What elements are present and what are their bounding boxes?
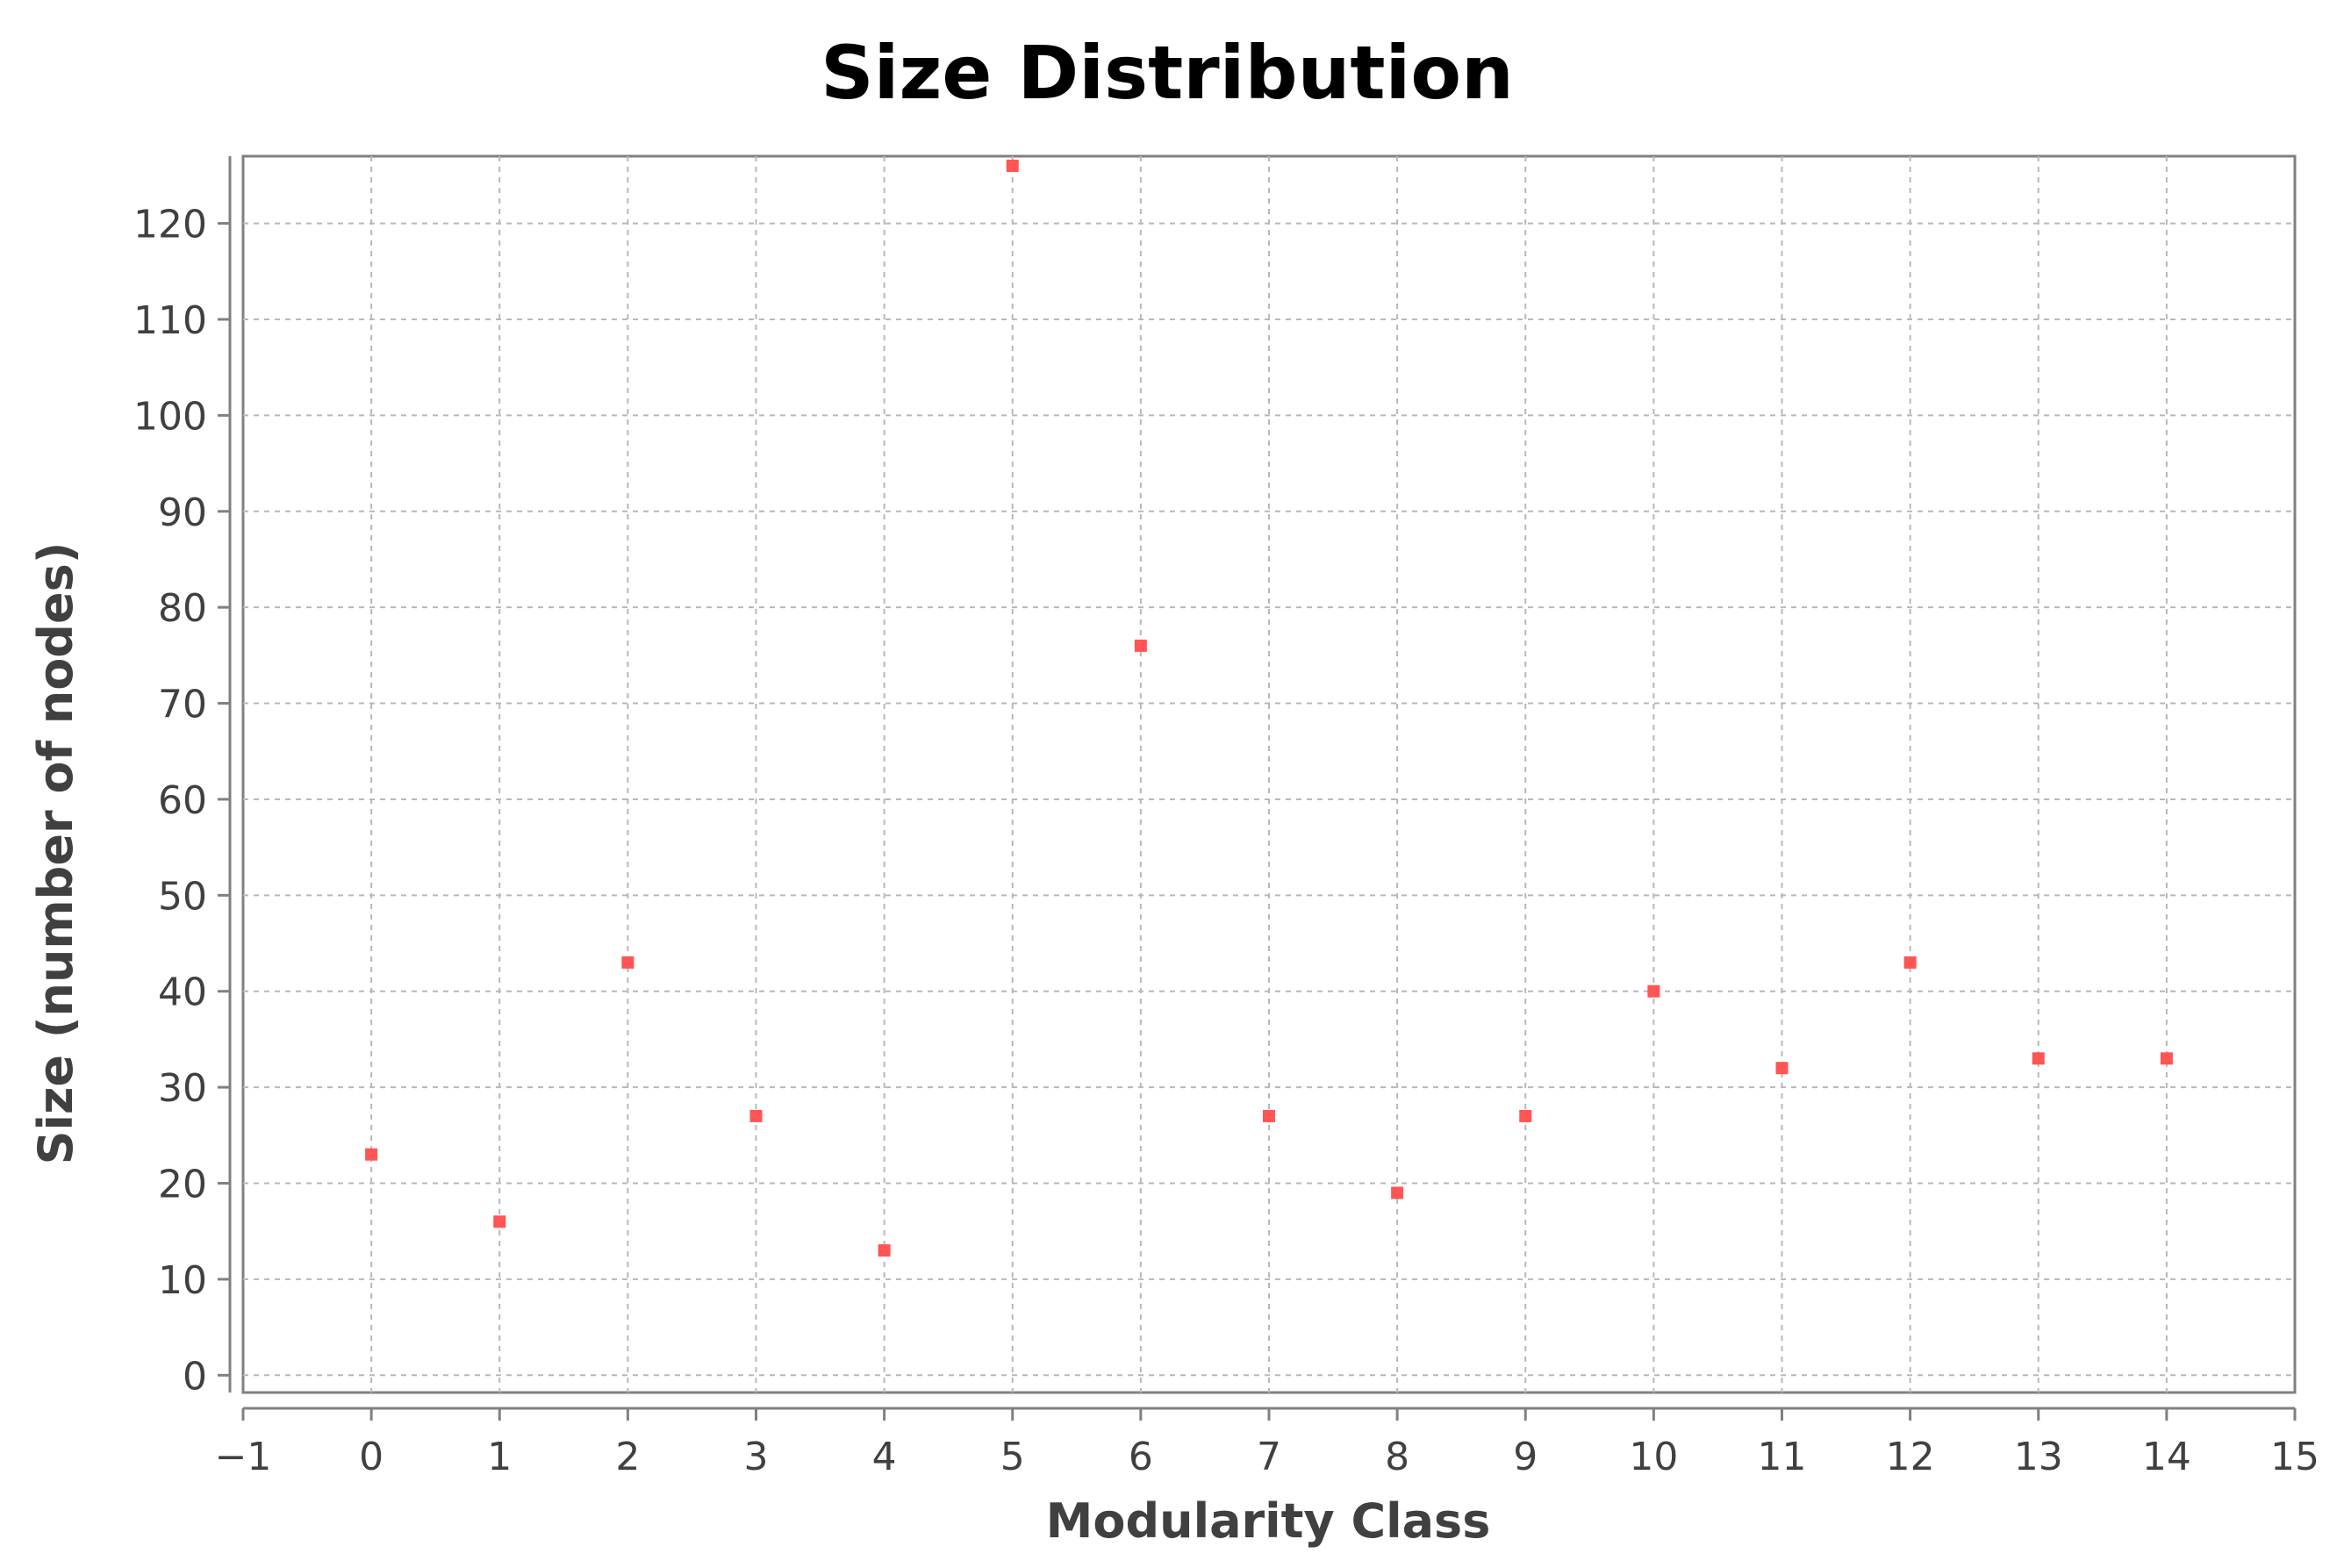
data-point <box>2160 1052 2173 1065</box>
y-tick-label: 40 <box>158 970 207 1015</box>
data-point <box>365 1148 378 1161</box>
x-axis-label: Modularity Class <box>1046 1493 1491 1549</box>
y-tick-label: 110 <box>133 298 207 343</box>
y-tick-label: 100 <box>133 394 207 439</box>
plot-area <box>241 154 2297 1394</box>
y-tick-label: 10 <box>158 1258 207 1303</box>
x-tick-label: 11 <box>1758 1435 1807 1479</box>
x-axis-ticks: −1 0 1 2 3 4 5 6 7 8 9 10 11 12 13 14 15 <box>215 1408 2319 1479</box>
data-point <box>1263 1109 1275 1122</box>
y-tick-label: 30 <box>158 1066 207 1111</box>
data-points <box>365 159 2173 1257</box>
data-point <box>878 1244 891 1257</box>
y-tick-label: 70 <box>158 683 207 727</box>
data-point <box>1134 639 1147 652</box>
x-tick-label: 14 <box>2142 1435 2191 1479</box>
y-axis-ticks: 0 10 20 30 40 50 60 70 80 90 100 110 120 <box>133 203 230 1399</box>
x-tick-label: 2 <box>615 1435 640 1479</box>
x-tick-label: 9 <box>1513 1435 1538 1479</box>
data-point <box>621 956 634 969</box>
x-tick-label: 10 <box>1629 1435 1678 1479</box>
x-tick-label: 7 <box>1257 1435 1281 1479</box>
y-tick-label: 20 <box>158 1163 207 1207</box>
y-tick-label: 60 <box>158 778 207 823</box>
data-point <box>1519 1109 1532 1122</box>
x-tick-label: 6 <box>1129 1435 1153 1479</box>
y-tick-label: 90 <box>158 490 207 535</box>
x-tick-label: 0 <box>359 1435 384 1479</box>
data-point <box>493 1215 506 1228</box>
x-tick-label: 8 <box>1385 1435 1409 1479</box>
data-point <box>1775 1062 1789 1075</box>
y-tick-label: 0 <box>183 1354 207 1399</box>
y-tick-label: 120 <box>133 203 207 247</box>
y-tick-label: 80 <box>158 586 207 631</box>
x-tick-label: −1 <box>215 1435 272 1479</box>
y-axis-label: Size (number of nodes) <box>28 542 83 1165</box>
x-tick-label: 5 <box>1000 1435 1025 1479</box>
x-tick-label: 4 <box>872 1435 897 1479</box>
y-tick-label: 50 <box>158 874 207 919</box>
data-point <box>1391 1186 1404 1199</box>
x-tick-label: 1 <box>487 1435 512 1479</box>
chart-title: Size Distribution <box>821 30 1514 116</box>
data-point <box>2032 1052 2045 1065</box>
x-tick-label: 3 <box>744 1435 769 1479</box>
x-tick-label: 15 <box>2270 1435 2319 1479</box>
x-tick-label: 13 <box>2014 1435 2063 1479</box>
x-tick-label: 12 <box>1886 1435 1935 1479</box>
data-point <box>1006 159 1019 172</box>
grid-lines <box>243 156 2295 1393</box>
data-point <box>749 1109 763 1122</box>
data-point <box>1647 984 1660 998</box>
data-point <box>1903 956 1917 969</box>
